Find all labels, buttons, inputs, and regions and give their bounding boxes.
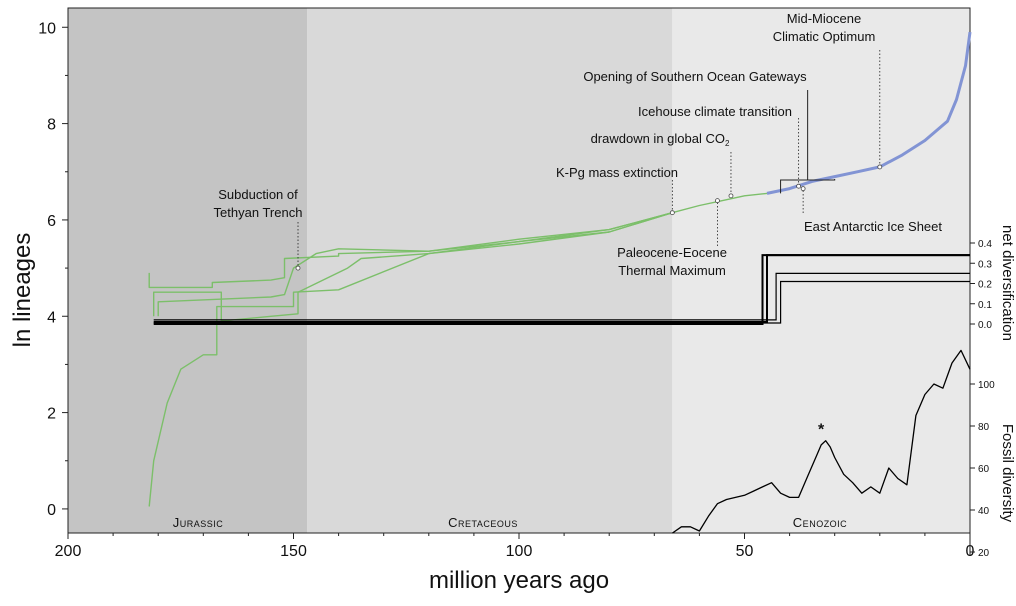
y-tick-label: 10 [38, 20, 56, 37]
y-tick-label: 4 [47, 309, 56, 326]
annotation-point-7 [800, 186, 806, 192]
y-tick-label: 6 [47, 213, 56, 230]
fossil-tick-label: 80 [978, 422, 990, 433]
x-tick-label: 200 [55, 543, 82, 560]
lineage-curve-4 [157, 212, 673, 317]
lineage-curve-3 [153, 212, 673, 322]
x-tick-label: 150 [280, 543, 307, 560]
net-div-line-2 [153, 254, 970, 323]
net-div-tick-label: 0.1 [978, 300, 992, 311]
annotation-5: Icehouse climate transition [638, 104, 792, 119]
annotation-3-line-2: Thermal Maximum [618, 263, 726, 278]
lineage-curve-2 [148, 212, 673, 507]
lineage-curve-6 [766, 31, 972, 195]
annotation-2: K-Pg mass extinction [556, 165, 678, 180]
annotation-point-8 [877, 164, 883, 170]
lineage-curve-5 [672, 192, 768, 214]
net-div-tick-label: 0.4 [978, 239, 992, 250]
annotation-point-2 [669, 210, 675, 216]
annotation-1-line-2: Tethyan Trench [214, 205, 303, 220]
net-div-axis-label: net diversification [999, 225, 1016, 341]
y-tick-label: 8 [47, 117, 56, 134]
net-div-line-4 [153, 280, 970, 324]
annotation-point-3 [715, 198, 720, 204]
fossil-tick-label: 100 [978, 380, 995, 391]
y-tick-label: 2 [47, 406, 56, 423]
net-div-tick-label: 0.0 [978, 320, 992, 331]
fossil-tick-label: 40 [978, 506, 990, 517]
annotation-8-line-2: Climatic Optimum [773, 29, 876, 44]
x-tick-label: 100 [506, 543, 533, 560]
annotation-4: drawdown in global CO2 [591, 131, 730, 148]
period-label-cenozoic: Cenozoic [793, 515, 847, 530]
y-axis-label: ln lineages [9, 233, 36, 348]
annotation-6: Opening of Southern Ocean Gateways [583, 69, 807, 84]
period-band-jurassic [68, 8, 308, 533]
fossil-tick-label: 20 [978, 548, 990, 559]
annotation-7: East Antarctic Ice Sheet [804, 219, 942, 234]
fossil-axis-label: Fossil diversity [999, 424, 1016, 523]
annotation-3-line-1: Paleocene-Eocene [617, 245, 727, 260]
fossil-diversity-curve [671, 349, 971, 534]
net-div-tick-label: 0.3 [978, 259, 992, 270]
period-label-jurassic: Jurassic [173, 515, 224, 530]
annotation-point-4 [728, 193, 734, 199]
net-div-tick-label: 0.2 [978, 280, 992, 291]
y-tick-label: 0 [47, 502, 56, 519]
annotation-point-5 [796, 183, 802, 189]
annotation-point-1 [295, 265, 301, 271]
x-tick-label: 50 [736, 543, 754, 560]
annotation-8-line-1: Mid-Miocene [787, 11, 861, 26]
period-label-cretaceous: Cretaceous [448, 515, 518, 530]
annotation-subscript: 2 [725, 139, 730, 148]
annotation-bracket-5 [780, 178, 836, 194]
fossil-peak-asterisk: * [818, 422, 825, 439]
fossil-tick-label: 60 [978, 464, 990, 475]
period-band-cretaceous [307, 8, 673, 533]
net-div-line-3 [153, 272, 970, 321]
annotation-1-line-1: Subduction of [218, 187, 298, 202]
x-axis-label: million years ago [429, 567, 609, 594]
